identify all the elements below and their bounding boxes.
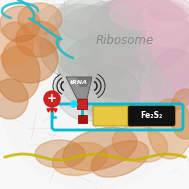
Text: Fe₂S₂: Fe₂S₂ — [140, 112, 162, 121]
Ellipse shape — [87, 0, 163, 69]
Ellipse shape — [148, 0, 189, 21]
Ellipse shape — [100, 0, 189, 72]
Ellipse shape — [140, 21, 189, 77]
FancyBboxPatch shape — [128, 106, 175, 126]
Ellipse shape — [150, 49, 189, 109]
Text: tRNA: tRNA — [70, 81, 88, 85]
Ellipse shape — [32, 4, 88, 54]
Ellipse shape — [170, 89, 189, 139]
Bar — [77, 99, 87, 109]
Ellipse shape — [0, 79, 28, 119]
Ellipse shape — [55, 0, 115, 41]
Circle shape — [71, 101, 77, 107]
Ellipse shape — [55, 57, 125, 121]
Ellipse shape — [0, 46, 40, 102]
Ellipse shape — [117, 68, 173, 120]
FancyBboxPatch shape — [93, 106, 134, 126]
Ellipse shape — [53, 6, 137, 82]
Ellipse shape — [110, 0, 189, 30]
Ellipse shape — [45, 4, 115, 64]
Ellipse shape — [118, 34, 189, 114]
Ellipse shape — [112, 126, 168, 162]
Circle shape — [44, 91, 60, 107]
Ellipse shape — [18, 3, 62, 35]
Ellipse shape — [40, 21, 100, 77]
Polygon shape — [66, 77, 92, 99]
Text: +: + — [47, 92, 57, 105]
Text: Ribosome: Ribosome — [96, 35, 154, 47]
Ellipse shape — [80, 66, 140, 122]
Ellipse shape — [80, 0, 189, 104]
Ellipse shape — [0, 6, 40, 42]
Ellipse shape — [140, 2, 189, 46]
Ellipse shape — [105, 11, 189, 107]
Polygon shape — [77, 77, 92, 87]
Ellipse shape — [63, 127, 137, 171]
Ellipse shape — [35, 140, 85, 168]
Ellipse shape — [148, 99, 189, 159]
Ellipse shape — [2, 35, 58, 83]
Ellipse shape — [58, 36, 142, 112]
Ellipse shape — [77, 29, 153, 99]
Ellipse shape — [91, 141, 149, 177]
Ellipse shape — [0, 22, 33, 66]
Ellipse shape — [52, 143, 108, 176]
Ellipse shape — [75, 1, 145, 57]
Ellipse shape — [98, 49, 162, 109]
Ellipse shape — [16, 21, 60, 57]
Ellipse shape — [100, 0, 160, 41]
Bar — [78, 115, 87, 123]
